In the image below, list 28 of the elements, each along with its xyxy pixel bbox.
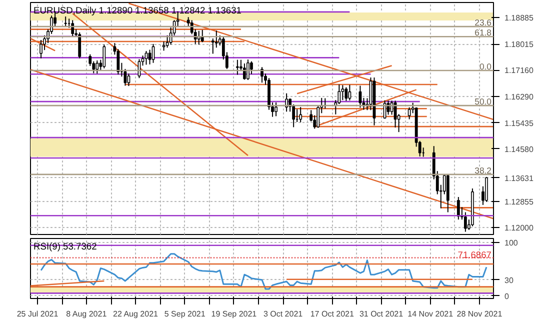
x-tick-label: 22 Aug 2021 xyxy=(113,310,159,318)
y-tick-label: 1.18015 xyxy=(504,40,534,50)
annotation: 38.2 xyxy=(474,165,492,176)
y-tick-label: 1.18885 xyxy=(504,14,534,23)
x-tick-label: 14 Nov 2021 xyxy=(408,310,454,318)
x-tick-label: 5 Sep 2021 xyxy=(164,310,206,318)
y-tick-label: 1.17160 xyxy=(504,66,534,76)
y-tick-label: 1.15435 xyxy=(504,118,534,128)
y-tick-label: 1.16290 xyxy=(504,92,534,102)
x-tick-label: 19 Sep 2021 xyxy=(211,310,258,318)
x-tick-label: 3 Oct 2021 xyxy=(263,310,304,318)
annotation: 61.8 xyxy=(474,28,492,38)
y-tick-label: 1.12855 xyxy=(504,197,534,206)
y-tick-label: 1.12000 xyxy=(504,223,534,232)
y-tick-label: 1.13631 xyxy=(504,174,534,183)
x-tick-label: 17 Oct 2021 xyxy=(310,310,354,318)
y-tick-label: 30 xyxy=(504,276,514,285)
x-tick-label: 31 Oct 2021 xyxy=(359,310,404,318)
annotation: 0.0 xyxy=(479,61,492,72)
y-tick-label: 0 xyxy=(504,292,510,301)
x-tick-label: 25 Jul 2021 xyxy=(16,310,59,318)
x-tick-label: 28 Nov 2021 xyxy=(456,310,503,318)
annotation: 23.6 xyxy=(474,18,492,28)
ref-line-label: 71.6867 xyxy=(458,250,492,260)
y-tick-label: 1.14580 xyxy=(504,144,534,154)
y-tick-label: 100 xyxy=(504,238,518,248)
annotation: 50.0 xyxy=(474,96,492,107)
x-tick-label: 8 Aug 2021 xyxy=(66,310,108,318)
